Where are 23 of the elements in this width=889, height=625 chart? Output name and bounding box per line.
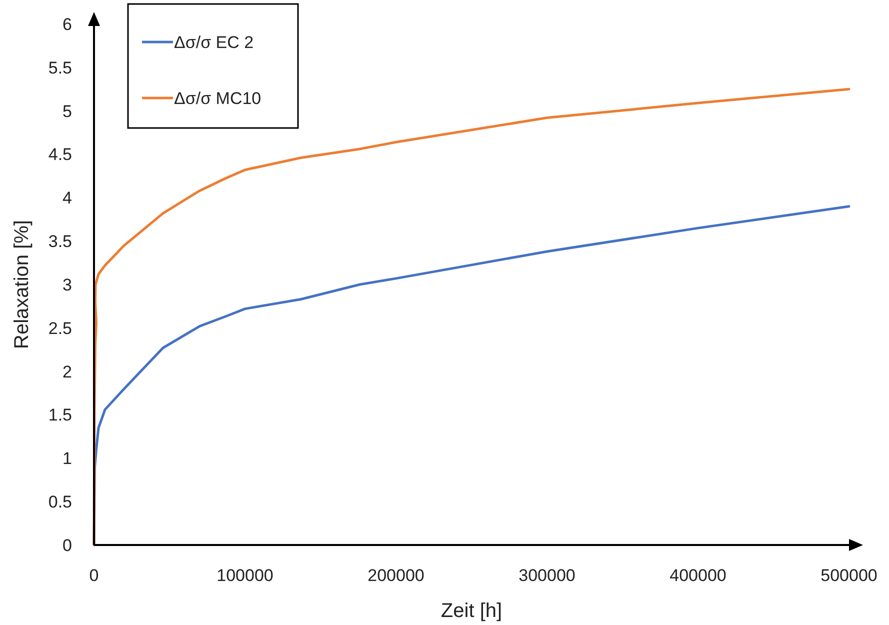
y-tick-label: 1: [62, 449, 72, 468]
x-axis-title: Zeit [h]: [440, 600, 502, 622]
y-tick-label: 2.5: [48, 318, 72, 338]
y-tick-label: 0: [62, 536, 72, 555]
x-tick-label: 0: [89, 566, 99, 585]
y-tick-label: 3.5: [48, 232, 72, 252]
x-tick-label: 200000: [368, 566, 424, 585]
legend-label: Δσ/σ EC 2: [174, 32, 254, 52]
x-tick-label: 400000: [670, 566, 726, 585]
x-tick-label: 500000: [820, 566, 878, 585]
x-tick-label: 100000: [216, 566, 274, 585]
x-tick-label: 300000: [518, 566, 576, 585]
y-tick-label: 4: [62, 188, 72, 208]
y-axis-title: Relaxation [%]: [11, 220, 33, 349]
y-tick-label: 2: [62, 362, 72, 382]
y-tick-label: 6: [62, 14, 72, 34]
y-tick-label: 5: [62, 102, 72, 121]
y-tick-label: 3: [62, 275, 72, 294]
legend-label: Δσ/σ MC10: [174, 88, 262, 108]
y-tick-label: 1.5: [48, 406, 72, 425]
y-tick-label: 0.5: [48, 492, 72, 512]
y-tick-label: 5.5: [48, 58, 72, 78]
y-tick-label: 4.5: [48, 145, 72, 164]
